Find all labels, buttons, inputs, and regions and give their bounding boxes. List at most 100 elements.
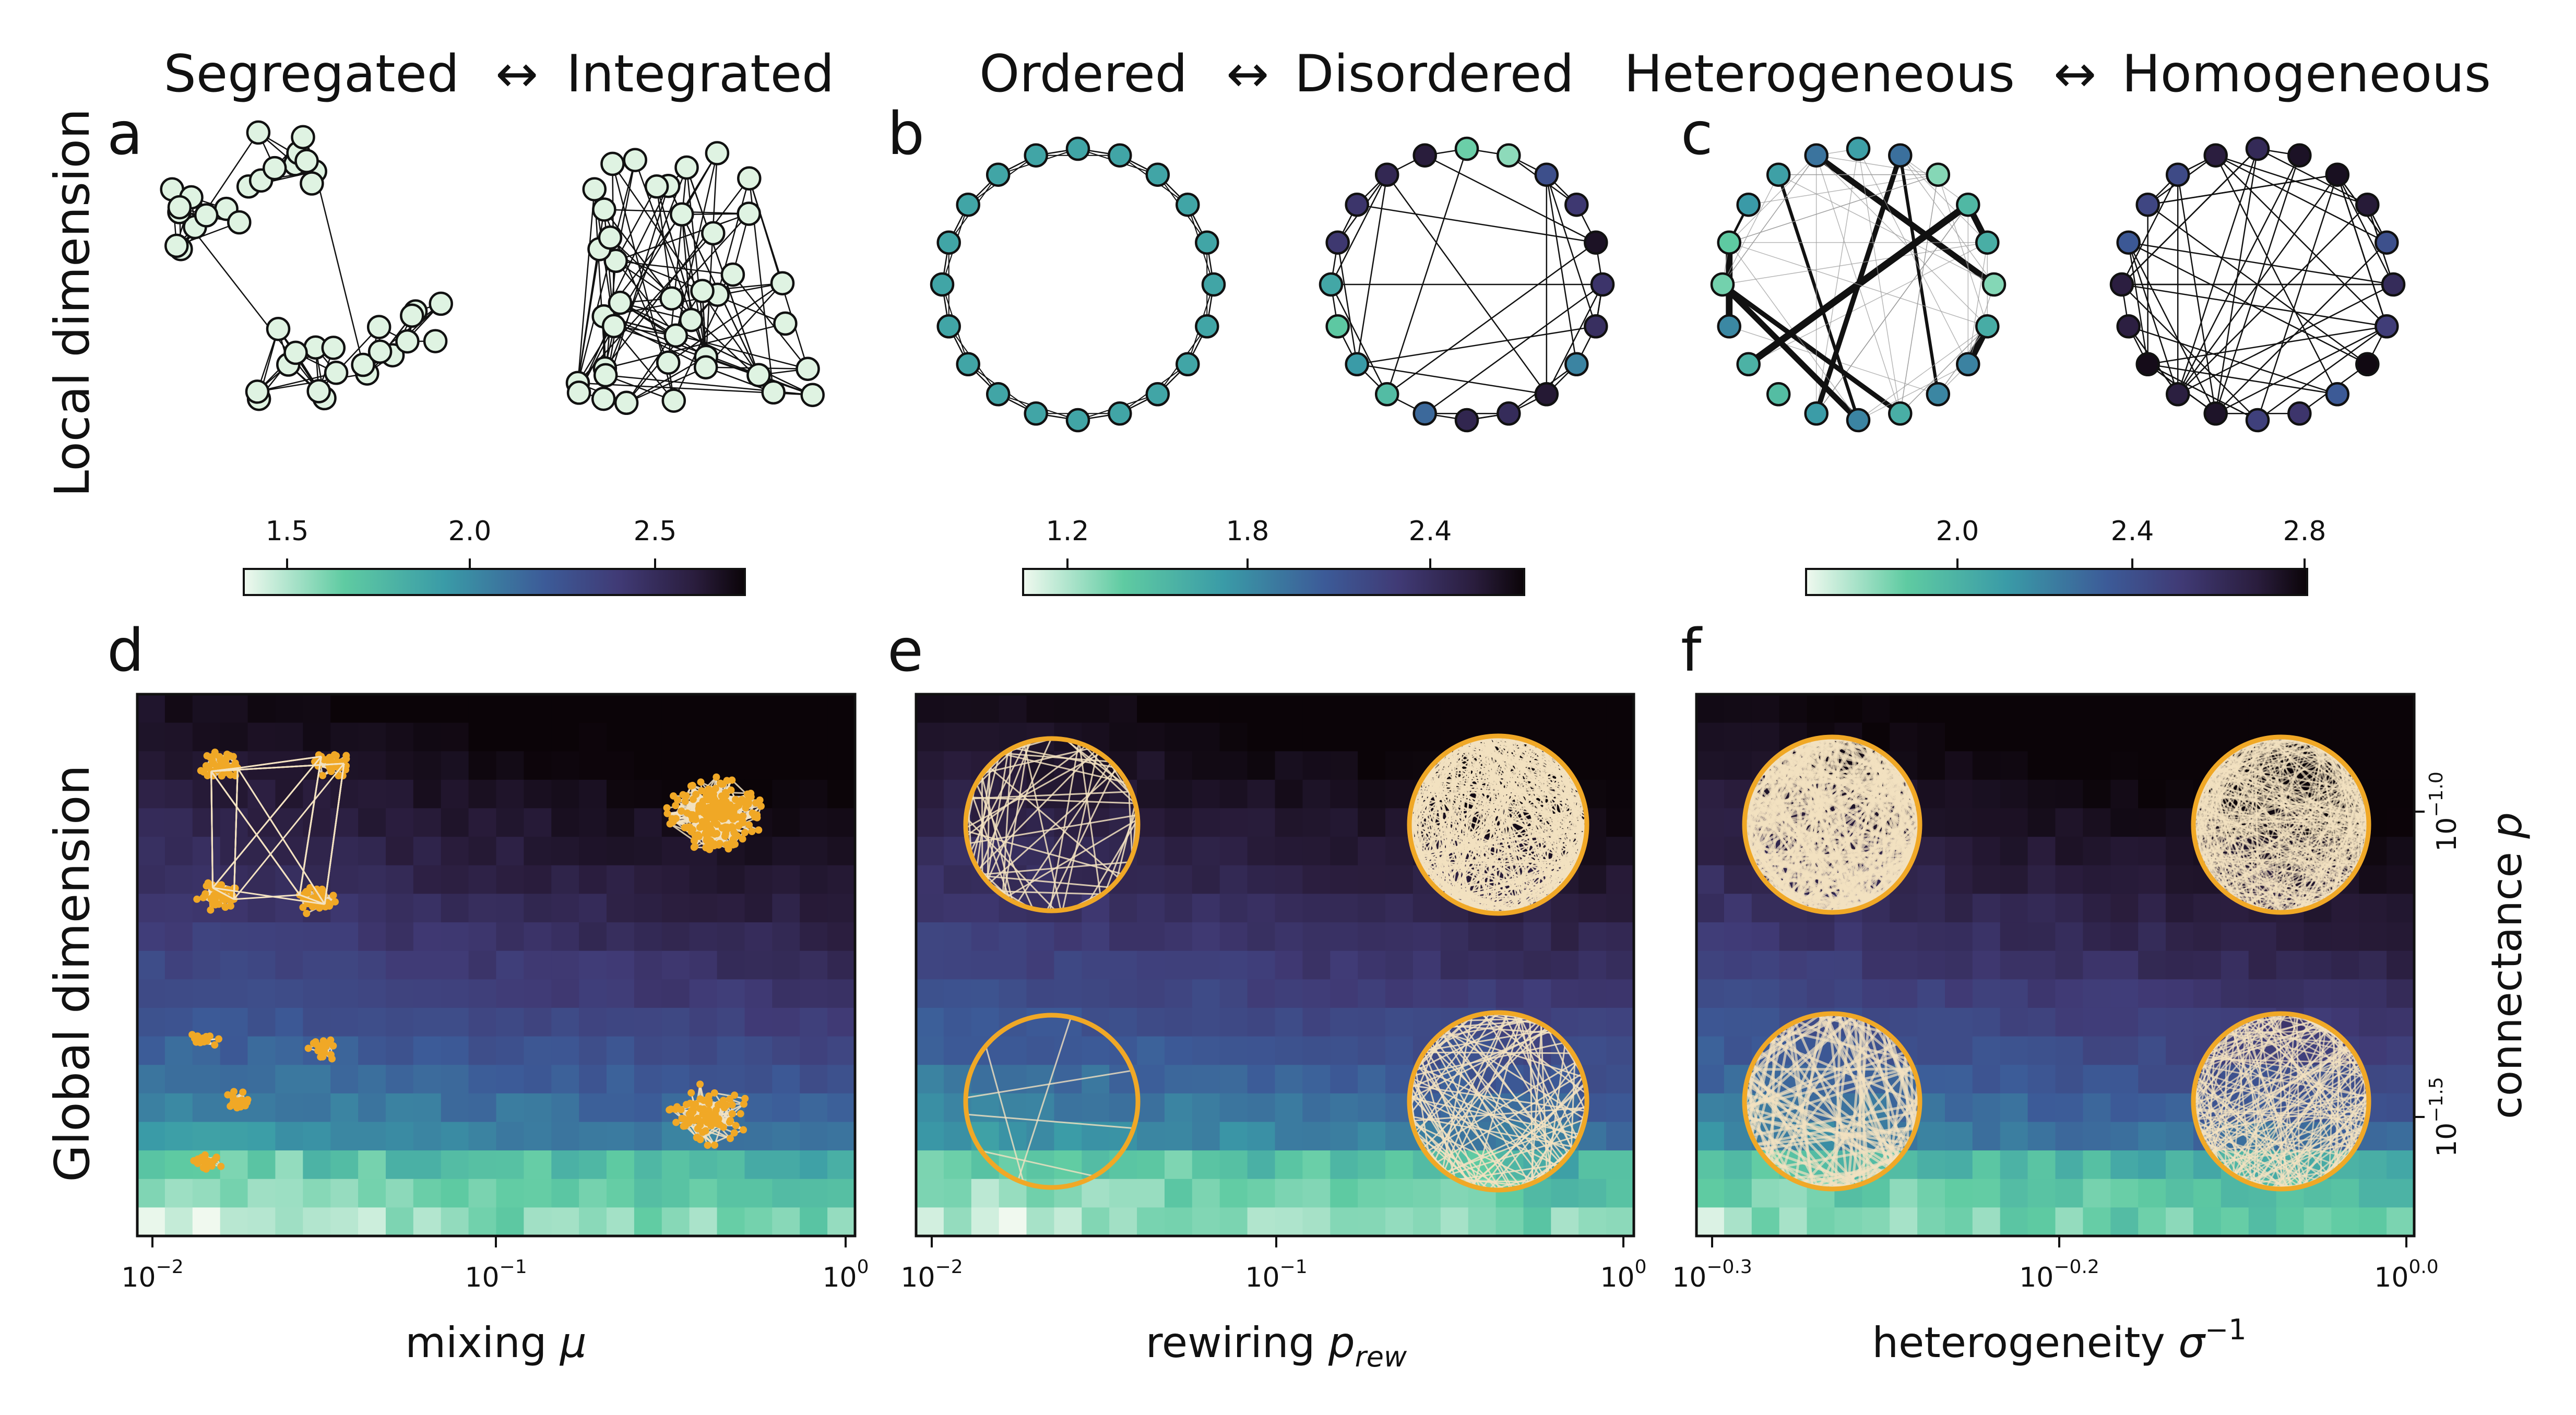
heatmap-cell bbox=[634, 694, 662, 723]
heatmap-cell bbox=[1192, 950, 1220, 980]
heatmap-cell bbox=[744, 865, 773, 895]
heatmap-cell bbox=[1751, 922, 1780, 952]
heatmap-cell bbox=[1358, 950, 1386, 980]
colorbar-a: 1.5 2.0 2.5 bbox=[243, 516, 746, 596]
heatmap-cell bbox=[1523, 694, 1552, 723]
colorbar-b-tick-1: 1.2 bbox=[1046, 516, 1089, 547]
heatmap-cell bbox=[2193, 922, 2222, 952]
heatmap-cell bbox=[330, 950, 359, 980]
heatmap-cell bbox=[2331, 722, 2359, 752]
heatmap-cell bbox=[1468, 979, 1497, 1008]
heatmap-cell bbox=[2055, 1065, 2084, 1094]
colorbar-b-tick-2: 1.8 bbox=[1226, 516, 1269, 547]
heatmap-cell bbox=[137, 1093, 165, 1123]
heatmap-cell bbox=[607, 1179, 635, 1208]
heatmap-cell bbox=[827, 865, 856, 895]
heatmap-cell bbox=[1275, 1207, 1303, 1236]
heatmap-cell bbox=[164, 1036, 193, 1065]
heatmap-cell bbox=[1026, 694, 1055, 723]
heatmap-cell bbox=[1972, 922, 2001, 952]
heatmap-cell bbox=[1302, 922, 1331, 952]
heatmap-cell bbox=[1606, 1179, 1634, 1208]
heatmap-cell bbox=[1109, 694, 1137, 723]
heatmap-cell bbox=[1807, 1207, 1835, 1236]
heatmap-cell bbox=[1109, 1179, 1137, 1208]
heatmap-cell bbox=[1972, 979, 2001, 1008]
heatmap-cell bbox=[358, 950, 386, 980]
heatmap-cell bbox=[717, 1007, 745, 1037]
heatmap-cell bbox=[943, 694, 972, 723]
heatmap-cell bbox=[468, 808, 497, 837]
colorbar-b-gradient bbox=[1022, 568, 1525, 596]
heatmap-cell bbox=[1412, 694, 1441, 723]
heatmap-cell bbox=[661, 1065, 690, 1094]
heatmap-cell bbox=[2055, 865, 2084, 895]
heatmap-cell bbox=[607, 1093, 635, 1123]
heatmap-cell bbox=[468, 922, 497, 952]
inset-ring-heterogeneous-dense bbox=[1742, 734, 1922, 915]
heatmap-cell bbox=[579, 1093, 607, 1123]
heatmap-cell bbox=[2193, 1007, 2222, 1037]
heatmap-cell bbox=[999, 1036, 1027, 1065]
heatmap-cell bbox=[413, 1179, 442, 1208]
heatmap-cell bbox=[1606, 922, 1634, 952]
heatmap-cell bbox=[275, 922, 304, 952]
heatmap-cell bbox=[1054, 922, 1083, 952]
heatmap-cell bbox=[441, 1007, 469, 1037]
heatmap-cell bbox=[827, 722, 856, 752]
heatmap-cell bbox=[1724, 1007, 1752, 1037]
heatmap-cell bbox=[192, 922, 221, 952]
heatmap-cell bbox=[1696, 779, 1725, 809]
heatmap-cell bbox=[1945, 979, 1973, 1008]
heatmap-f-frame bbox=[1695, 693, 2416, 1238]
heatmap-cell bbox=[524, 1122, 552, 1151]
heatmap-cell bbox=[2110, 837, 2139, 866]
heatmap-cell bbox=[164, 1093, 193, 1123]
heatmap-cell bbox=[800, 722, 828, 752]
heatmap-cell bbox=[1054, 1122, 1083, 1151]
heatmap-cell bbox=[2166, 922, 2194, 952]
heatmap-cell bbox=[661, 1179, 690, 1208]
heatmap-cell bbox=[634, 779, 662, 809]
heatmap-cell bbox=[386, 751, 414, 780]
heatmap-cell bbox=[943, 1150, 972, 1180]
heatmap-cell bbox=[468, 1093, 497, 1123]
heatmap-cell bbox=[524, 1007, 552, 1037]
heatmap-cell bbox=[1523, 950, 1552, 980]
heatmap-cell bbox=[2359, 1207, 2387, 1236]
heatmap-cell bbox=[1219, 865, 1248, 895]
heatmap-cell bbox=[1330, 922, 1358, 952]
heatmap-cell bbox=[1551, 922, 1579, 952]
heatmap-cell bbox=[496, 1007, 525, 1037]
heatmap-cell bbox=[827, 779, 856, 809]
heatmap-cell bbox=[607, 865, 635, 895]
heatmap-cell bbox=[2000, 1122, 2028, 1151]
heatmap-cell bbox=[1807, 922, 1835, 952]
heatmap-cell bbox=[468, 722, 497, 752]
heatmap-cell bbox=[2138, 1150, 2166, 1180]
heatmap-cell bbox=[1026, 1065, 1055, 1094]
heatmap-cell bbox=[916, 1150, 944, 1180]
heatmap-cell bbox=[164, 1065, 193, 1094]
heatmap-cell bbox=[137, 1150, 165, 1180]
heatmap-cell bbox=[2000, 894, 2028, 923]
heatmap-cell bbox=[164, 894, 193, 923]
heatmap-cell bbox=[1606, 1207, 1634, 1236]
heatmap-cell bbox=[468, 1007, 497, 1037]
heatmap-cell bbox=[1330, 1007, 1358, 1037]
heatmap-cell bbox=[247, 1093, 276, 1123]
heatmap-cell bbox=[1358, 979, 1386, 1008]
heatmap-cell bbox=[2000, 722, 2028, 752]
heatmap-cell bbox=[358, 894, 386, 923]
heatmap-cell bbox=[2193, 1207, 2222, 1236]
heatmap-cell bbox=[800, 1122, 828, 1151]
heatmap-cell bbox=[1165, 808, 1193, 837]
heatmap-cell bbox=[1165, 722, 1193, 752]
heatmap-cell bbox=[2387, 1065, 2415, 1094]
heatmap-cell bbox=[1137, 922, 1165, 952]
heatmap-cell bbox=[1302, 694, 1331, 723]
heatmap-cell bbox=[2027, 722, 2056, 752]
heatmap-cell bbox=[689, 894, 718, 923]
heatmap-cell bbox=[634, 1093, 662, 1123]
heatmap-cell bbox=[827, 808, 856, 837]
